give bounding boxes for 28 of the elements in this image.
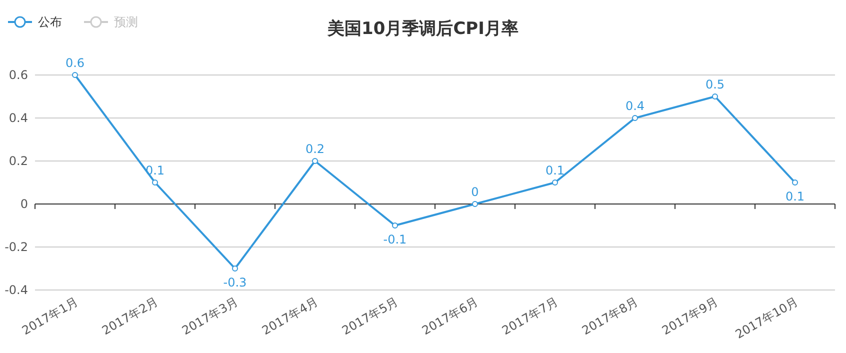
legend-label: 预测 <box>114 15 138 29</box>
data-label: 0.4 <box>625 99 645 113</box>
y-tick-label: -0.2 <box>4 240 28 254</box>
y-tick-label: -0.4 <box>4 283 28 297</box>
legend-label: 公布 <box>38 15 62 29</box>
point <box>232 266 238 272</box>
y-tick-label: 0.6 <box>8 68 28 82</box>
data-label: 0.2 <box>305 142 325 156</box>
data-label: 0.1 <box>545 164 565 178</box>
point <box>552 180 558 186</box>
data-label: 0.5 <box>705 78 725 92</box>
point <box>392 222 398 228</box>
point <box>152 180 158 186</box>
point <box>472 201 478 207</box>
data-label: 0.6 <box>65 56 85 70</box>
point <box>312 158 318 164</box>
data-label: -0.3 <box>223 276 247 290</box>
chart-title: 美国10月季调后CPI月率 <box>326 19 518 39</box>
data-label: 0.1 <box>785 190 805 204</box>
data-label: 0 <box>471 185 479 199</box>
y-tick-label: 0 <box>20 197 28 211</box>
point <box>712 94 718 100</box>
y-tick-label: 0.4 <box>8 111 28 125</box>
point <box>632 115 638 121</box>
point <box>792 180 798 186</box>
data-label: -0.1 <box>383 232 407 246</box>
point <box>72 72 78 78</box>
y-tick-label: 0.2 <box>8 154 28 168</box>
